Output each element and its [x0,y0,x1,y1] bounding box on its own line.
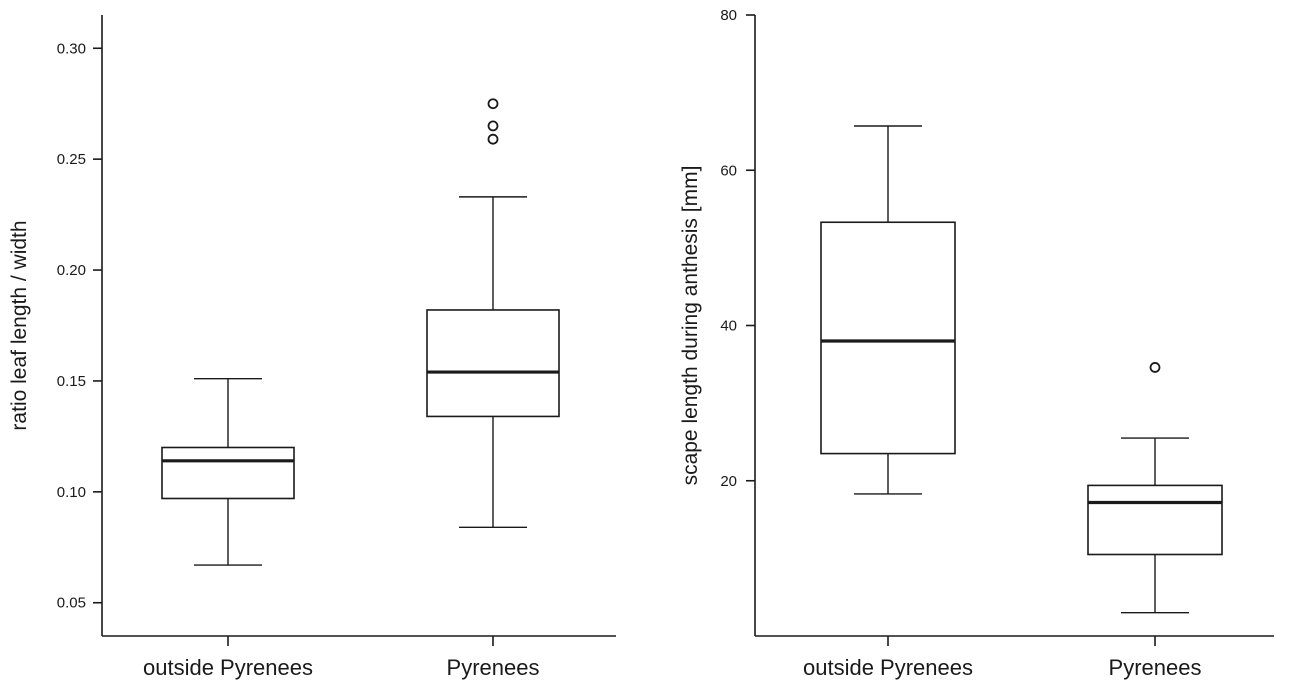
y-tick-label: 0.10 [57,484,86,501]
outlier-point [487,120,499,132]
boxplot-group [426,98,560,529]
y-tick-label: 0.05 [57,595,86,612]
y-axis-title: ratio leaf length / width [8,220,31,430]
boxplot-group [820,125,956,495]
panel-scape-length: 20 40 60 80 scape length during anthesis [mm… [679,7,1274,680]
iqr-box [161,446,295,500]
outlier-point [1149,362,1161,373]
y-tick-label: 20 [720,473,737,490]
y-tick-label: 0.20 [57,262,86,279]
y-tick-label: 60 [720,162,737,179]
iqr-box [820,221,956,455]
y-tick-label: 0.30 [57,40,86,57]
x-category-label: outside Pyrenees [143,655,313,680]
outlier-point [487,98,499,110]
x-category-label: outside Pyrenees [803,655,973,680]
outlier-point [487,133,499,145]
iqr-box [426,309,560,418]
iqr-box [1087,484,1223,556]
y-tick-label: 0.25 [57,151,86,168]
y-tick-label: 80 [720,7,737,24]
x-category-label: Pyrenees [447,655,540,680]
panel-leaf-ratio: 0.05 0.10 0.15 0.20 0.25 0.30 ratio leaf lengt… [8,15,616,680]
y-axis-title: scape length during anthesis [mm] [679,166,702,486]
y-tick-label: 40 [720,318,737,335]
boxplot-group [161,378,295,566]
y-tick-label: 0.15 [57,373,86,390]
x-category-label: Pyrenees [1109,655,1202,680]
boxplot-group [1087,362,1223,614]
